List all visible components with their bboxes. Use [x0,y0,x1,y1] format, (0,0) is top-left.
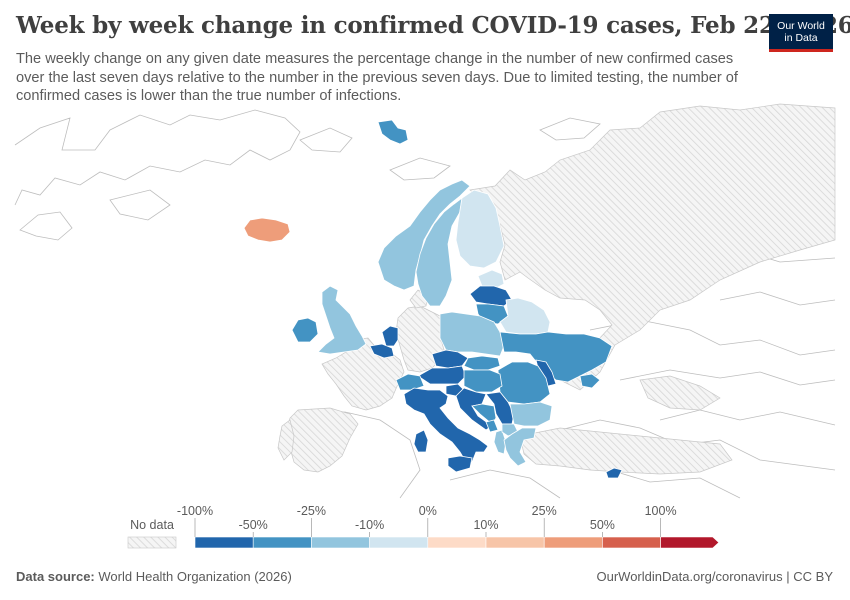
legend-tick-label: 0% [419,504,437,518]
country-croatia[interactable] [455,387,493,431]
region-caucasus[interactable] [639,375,721,411]
chart-subtitle: The weekly change on any given date meas… [16,51,738,104]
country-ireland[interactable] [291,317,319,343]
legend-bin[interactable] [252,536,312,549]
owid-logo[interactable]: Our World in Data [769,14,833,52]
legend-bin[interactable] [543,536,603,549]
no-data-label: No data [130,518,174,532]
country-belgium[interactable] [369,343,395,359]
legend-tick-label: -100% [177,504,213,518]
outline-layer [14,109,836,499]
country-sweden[interactable] [415,197,463,307]
country-finland[interactable] [455,189,505,269]
country-italy-sicily[interactable] [447,455,473,473]
region-spain[interactable] [285,407,359,473]
country-bulgaria[interactable] [509,401,553,427]
logo-line-1: Our World [777,20,825,32]
legend-tick-label: -25% [297,504,326,518]
region-portugal[interactable] [277,419,295,461]
legend-bin[interactable] [427,536,487,549]
legend-bin[interactable] [602,536,661,549]
country-belarus[interactable] [499,297,551,335]
legend-tick-label: 50% [590,518,615,532]
country-slovakia[interactable] [463,355,501,371]
legend-tick-label: 25% [532,504,557,518]
chart-title: Week by week change in confirmed COVID-1… [16,12,850,39]
legend-bins [194,536,720,549]
no-data-layer [277,103,836,475]
color-legend: No data -100% -50% -25% -10% 0% 10% 25% 50% 100% [127,504,720,549]
logo-line-2: in Data [784,32,818,44]
source-label: Data source: [16,569,95,584]
legend-bin[interactable] [485,536,545,549]
legend-bin[interactable] [660,536,720,549]
source-value[interactable]: World Health Organization (2026) [98,569,292,584]
no-data-swatch [127,536,177,549]
country-switzerland[interactable] [395,373,425,391]
country-latvia[interactable] [469,285,513,307]
legend-tick-label: -50% [239,518,268,532]
country-united-kingdom[interactable] [317,285,367,355]
country-iceland[interactable] [243,217,291,243]
legend-tick-label: 100% [645,504,677,518]
no-data-key[interactable]: No data [127,518,177,549]
country-estonia[interactable] [477,269,505,289]
legend-tick-label: -10% [355,518,384,532]
country-montenegro[interactable] [485,419,499,433]
country-italy-sardinia[interactable] [413,429,429,453]
region-russia[interactable] [469,103,836,391]
country-netherlands[interactable] [381,325,399,347]
legend-ticks: -100% -50% -25% -10% 0% 10% 25% 50% 100% [177,504,677,537]
europe-map [14,103,836,499]
legend-bin[interactable] [369,536,429,549]
country-svalbard[interactable] [377,119,409,145]
country-czechia[interactable] [431,349,469,369]
country-hungary[interactable] [463,369,503,393]
country-crimea-russia-coast[interactable] [579,373,601,389]
country-greece[interactable] [503,427,537,467]
country-norway[interactable] [377,179,471,291]
countries-layer [243,119,623,479]
country-italy[interactable] [403,387,489,463]
region-turkey[interactable] [519,427,733,475]
legend-tick-label: 10% [473,518,498,532]
country-cyprus[interactable] [605,467,623,479]
footer-source: Data source: World Health Organization (… [16,569,292,584]
legend-bin[interactable] [311,536,370,549]
country-bosnia[interactable] [471,403,497,425]
footer-url-license[interactable]: OurWorldinData.org/coronavirus | CC BY [596,569,833,584]
country-ukraine[interactable] [499,331,613,383]
legend-bin[interactable] [194,536,254,549]
